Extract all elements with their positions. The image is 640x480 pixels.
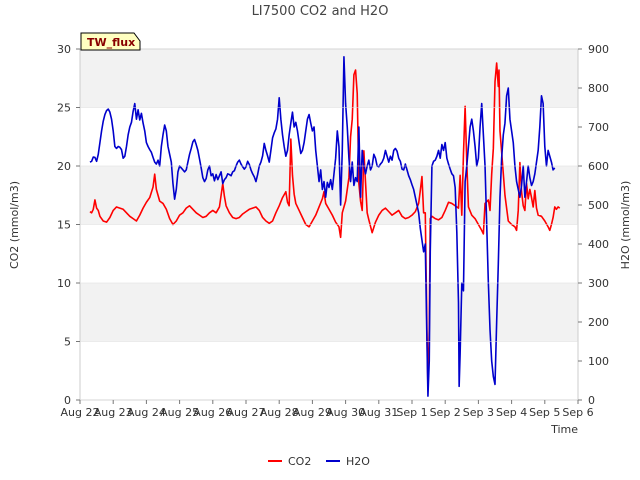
tick-label-left-0: 0 — [64, 394, 71, 407]
tick-label-left-5: 5 — [64, 336, 71, 349]
legend-label-co2: CO2 — [288, 455, 311, 468]
tick-label-x-1: Aug 23 — [94, 406, 133, 419]
badge-box — [80, 32, 141, 51]
tick-label-left-15: 15 — [57, 219, 71, 232]
tick-label-x-3: Aug 25 — [160, 406, 199, 419]
plot-bands — [80, 49, 578, 342]
plot-band-0 — [80, 49, 578, 108]
tick-label-x-0: Aug 22 — [61, 406, 100, 419]
tick-label-x-11: Sep 2 — [430, 406, 461, 419]
plot-band-1 — [80, 166, 578, 225]
tick-label-x-4: Aug 26 — [193, 406, 232, 419]
x-axis-label: Time — [550, 423, 578, 436]
tick-label-x-6: Aug 28 — [260, 406, 299, 419]
tick-label-left-20: 20 — [57, 160, 71, 173]
chart-title: LI7500 CO2 and H2O — [252, 4, 389, 19]
tick-label-right-900: 900 — [588, 43, 609, 56]
tick-label-left-25: 25 — [57, 102, 71, 115]
y-axis-right-label: H2O (mmol/m3) — [619, 181, 632, 270]
plot-band-2 — [80, 283, 578, 342]
tick-label-x-15: Sep 6 — [562, 406, 593, 419]
tick-label-x-10: Sep 1 — [396, 406, 427, 419]
tick-label-x-7: Aug 29 — [293, 406, 332, 419]
tick-label-right-800: 800 — [588, 82, 609, 95]
tick-label-right-200: 200 — [588, 316, 609, 329]
tick-label-x-12: Sep 3 — [463, 406, 494, 419]
tick-label-left-10: 10 — [57, 277, 71, 290]
tick-label-x-8: Aug 30 — [326, 406, 365, 419]
tick-label-left-30: 30 — [57, 43, 71, 56]
badge-label: TW_flux — [87, 36, 135, 49]
tick-label-x-13: Sep 4 — [496, 406, 527, 419]
tick-label-right-700: 700 — [588, 121, 609, 134]
y-axis-left-label: CO2 (mmol/m3) — [8, 181, 21, 269]
tick-label-right-500: 500 — [588, 199, 609, 212]
badge: TW_flux — [80, 32, 141, 51]
tick-label-x-5: Aug 27 — [227, 406, 266, 419]
series-line-co2 — [89, 62, 561, 391]
tick-label-right-600: 600 — [588, 160, 609, 173]
tick-label-x-14: Sep 5 — [529, 406, 560, 419]
tick-label-right-400: 400 — [588, 238, 609, 251]
axes: 0510152025300100200300400500600700800900… — [57, 43, 609, 419]
tick-label-right-0: 0 — [588, 394, 595, 407]
tick-label-x-2: Aug 24 — [127, 406, 166, 419]
tick-label-right-300: 300 — [588, 277, 609, 290]
tick-label-x-9: Aug 31 — [359, 406, 398, 419]
tick-label-right-100: 100 — [588, 355, 609, 368]
legend: CO2 H2O — [268, 455, 370, 468]
legend-label-h2o: H2O — [346, 455, 370, 468]
